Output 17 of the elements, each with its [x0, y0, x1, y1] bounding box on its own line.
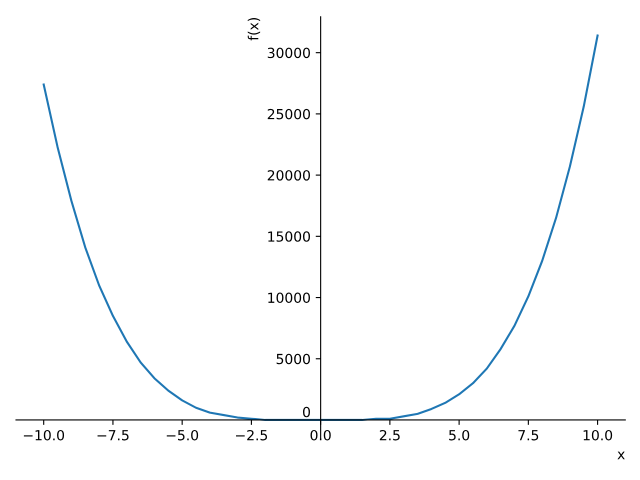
- x-tick-label: 2.5: [380, 430, 400, 440]
- y-tick-label: 20000: [268, 170, 310, 181]
- x-tick-label: 10.0: [584, 430, 612, 440]
- y-tick-label: 10000: [268, 292, 310, 304]
- x-tick-label: −2.5: [236, 430, 268, 440]
- x-tick-label: −7.5: [98, 430, 129, 440]
- y-tick-label: 5000: [276, 354, 310, 364]
- x-axis-title: x: [617, 452, 625, 460]
- y-tick-label: 0: [302, 406, 310, 418]
- x-tick-label: −5.0: [166, 430, 198, 440]
- y-tick-label: 25000: [268, 108, 310, 120]
- y-axis-title: f(x): [248, 18, 260, 40]
- x-tick-label: 7.5: [518, 430, 538, 440]
- x-tick-label: 5.0: [449, 430, 470, 440]
- y-tick-label: 30000: [268, 48, 310, 58]
- y-tick-label: 15000: [268, 231, 310, 242]
- x-tick-label: −10.0: [24, 430, 64, 440]
